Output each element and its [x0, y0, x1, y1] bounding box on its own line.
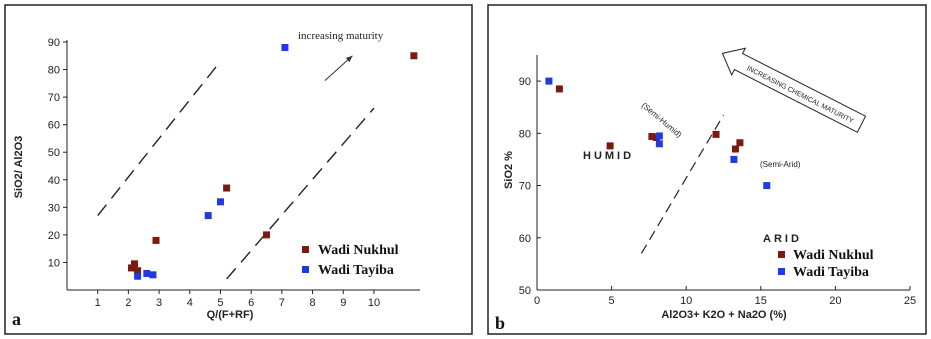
panel-a-x-tick-label: 5 [217, 297, 223, 309]
panel-b-legend-tayiba-marker [778, 268, 785, 275]
panel-a-point [127, 264, 135, 272]
panel-a-points [127, 44, 418, 280]
panel-b-arid-label: ARID [763, 233, 802, 245]
panel-b-humid-label: HUMID [583, 150, 634, 162]
panel-a-x-tick-label: 2 [125, 297, 131, 309]
panel-b-y-tick-label: 80 [519, 128, 531, 140]
panel-a-point [134, 272, 142, 280]
panel-b-x-tick-label: 15 [755, 295, 767, 307]
panel-a-x-tick-label: 10 [368, 297, 380, 309]
panel-a-x-tick-label: 1 [95, 297, 101, 309]
panel-a-legend-tayiba: Wadi Tayiba [318, 263, 394, 278]
panel-a-y-tick-label: 60 [48, 120, 60, 132]
panel-a-point [149, 271, 157, 279]
panel-a-arrow-head [345, 55, 353, 63]
panel-b-point [655, 140, 663, 148]
panel-b-points [545, 77, 771, 190]
panel-a-y-tick-label: 90 [48, 37, 60, 49]
panel-b-point [731, 145, 739, 153]
panel-a-x-label: Q/(F+RF) [207, 309, 254, 321]
panel-a-x-tick-label: 3 [156, 297, 162, 309]
panel-a-y-tick-label: 30 [48, 202, 60, 214]
panel-b-y-tick-label: 70 [519, 181, 531, 193]
panel-b-y-ticks: 50 60 70 80 90 [519, 76, 541, 297]
panel-a-legend-tayiba-marker [302, 266, 309, 273]
panel-b-x-tick-label: 0 [534, 295, 540, 307]
panel-a-dashed-line [97, 60, 222, 217]
panel-b-point [655, 132, 663, 140]
panel-a-x-tick-label: 9 [340, 297, 346, 309]
panel-b-legend-tayiba: Wadi Tayiba [793, 265, 869, 280]
panel-b-letter: b [495, 313, 505, 333]
panel-b-x-tick-label: 10 [680, 295, 692, 307]
panel-b-frame [487, 4, 927, 335]
panel-a-x-tick-label: 8 [310, 297, 316, 309]
panel-a-point [410, 52, 418, 60]
panel-a-point [152, 236, 160, 244]
panel-b-dashed-line-segment [640, 114, 725, 254]
panel-a-y-tick-label: 50 [48, 147, 60, 159]
panel-a-point [143, 269, 151, 277]
panel-a-x-tick-label: 6 [248, 297, 254, 309]
panel-a-x-ticks: 1 2 3 4 5 6 7 8 9 10 [95, 290, 380, 309]
panel-a-arrow [324, 55, 353, 81]
panel-b-point [730, 155, 738, 163]
panel-b-y-tick-label: 50 [519, 285, 531, 297]
panel-a-point [216, 198, 224, 206]
panel-a-x-tick-label: 4 [187, 297, 193, 309]
panel-a-y-tick-label: 40 [48, 175, 60, 187]
panel-b-point [555, 85, 563, 93]
panel-b-x-ticks: 0 5 10 15 20 25 [534, 286, 916, 307]
panel-a-point [131, 260, 139, 268]
panel-a-legend-nukhul: Wadi Nukhul [318, 243, 399, 258]
panel-b-x-tick-label: 25 [904, 295, 916, 307]
panel-b-legend-nukhul-marker [778, 251, 785, 258]
panel-a-y-label: SiO2/ Al2O3 [13, 136, 25, 199]
panel-b-y-label: SiO2 % [503, 151, 515, 189]
panel-b-point [712, 130, 720, 138]
panel-b: 50 60 70 80 90 0 5 10 15 20 25 INCREASING CHEMICA… [495, 47, 916, 333]
panel-b-x-tick-label: 20 [829, 295, 841, 307]
panel-b-x-tick-label: 5 [609, 295, 615, 307]
panel-a-point [263, 231, 271, 239]
panel-a-letter: a [12, 309, 21, 329]
panel-a-point [134, 267, 142, 275]
panel-b-y-tick-label: 60 [519, 233, 531, 245]
panel-a-y-tick-label: 70 [48, 92, 60, 104]
panel-a-annotation: increasing maturity [298, 30, 384, 42]
panel-b-arrow-label: INCREASING CHEMICAL MATURITY [746, 65, 855, 125]
panel-b-point [606, 142, 614, 150]
panel-b-point [648, 132, 656, 140]
panel-a-dashed-lines [97, 60, 375, 280]
panel-a-y-tick-label: 10 [48, 257, 60, 269]
panel-b-dashed-line [640, 114, 725, 254]
panel-a-dashed-line [226, 107, 375, 280]
panel-b-x-label: Al2O3+ K2O + Na2O (%) [661, 309, 787, 321]
panel-a: 10 20 30 40 50 60 70 80 90 1 2 3 4 5 6 7 8 9 10 increasin… [12, 30, 420, 329]
panel-b-legend-nukhul: Wadi Nukhul [793, 248, 874, 263]
panel-a-y-tick-label: 20 [48, 230, 60, 242]
panel-b-point [763, 182, 771, 190]
panel-a-point [204, 212, 212, 220]
panel-a-legend-nukhul-marker [302, 246, 309, 253]
panel-b-y-tick-label: 90 [519, 76, 531, 88]
panel-b-maturity-arrow: INCREASING CHEMICAL MATURITY [721, 47, 867, 133]
panel-b-point [736, 139, 744, 147]
panel-a-frame [4, 4, 473, 335]
panel-a-x-tick-label: 7 [279, 297, 285, 309]
panel-b-point [545, 77, 553, 85]
panel-a-point [281, 44, 289, 52]
panel-b-maturity-arrow-shape [721, 47, 867, 133]
panel-a-y-ticks: 10 20 30 40 50 60 70 80 90 [48, 37, 67, 269]
panel-a-point [223, 184, 231, 192]
panel-b-semi-arid-label: (Semi-Arid) [760, 160, 801, 169]
panel-a-y-tick-label: 80 [48, 65, 60, 77]
